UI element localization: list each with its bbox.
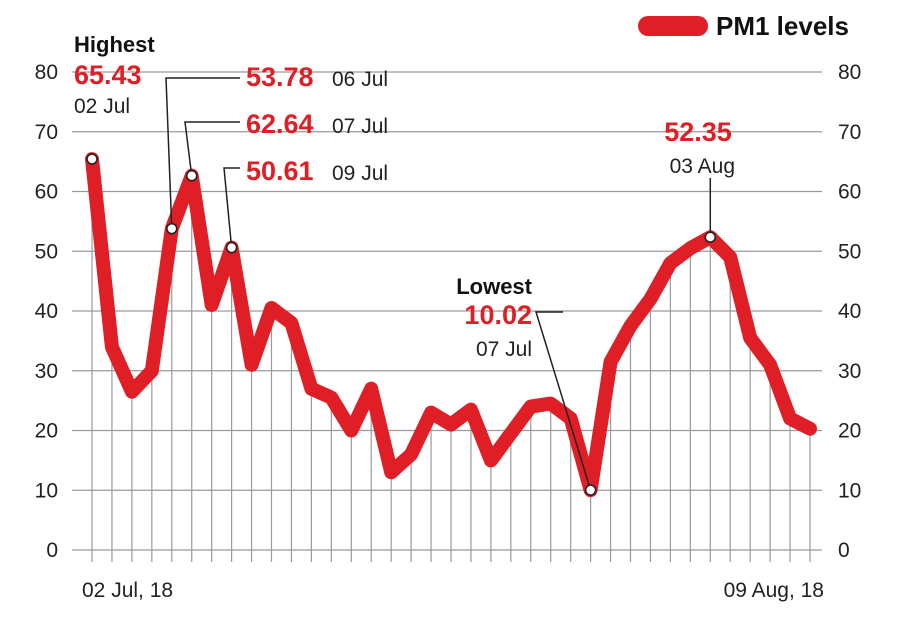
annotation-leader: [165, 77, 240, 229]
legend-label: PM1 levels: [716, 11, 849, 41]
annotation-value: 65.43: [74, 60, 142, 90]
annotation-marker: [86, 153, 98, 165]
y-tick-label-left: 50: [35, 240, 58, 263]
annotation-date: 03 Aug: [670, 155, 735, 178]
y-tick-label-left: 10: [35, 479, 58, 502]
y-tick-label-right: 70: [838, 121, 861, 144]
annotation-value: 50.61: [246, 156, 314, 186]
y-tick-label-right: 60: [838, 181, 861, 204]
x-tick-label-first: 02 Jul, 18: [82, 579, 173, 602]
y-tick-label-left: 20: [35, 420, 58, 443]
annotation-date: 06 Jul: [332, 68, 388, 91]
label-layer: Highest 65.43 02 Jul 53.78 06 Jul 62.64 07 Jul…: [74, 32, 735, 361]
y-tick-label-left: 0: [46, 539, 58, 562]
y-tick-label-right: 50: [838, 240, 861, 263]
annotation-marker: [225, 241, 238, 254]
marker-layer: [86, 153, 717, 496]
annotation-value: 10.02: [464, 300, 532, 330]
line-layer: [85, 152, 817, 498]
annotation-value: 53.78: [246, 62, 314, 92]
annotation-leader: [223, 167, 240, 248]
y-tick-label-left: 30: [35, 360, 58, 383]
y-tick-label-left: 60: [35, 181, 58, 204]
annotation-date: 07 Jul: [476, 338, 532, 361]
y-tick-label-left: 40: [35, 300, 58, 323]
leader-layer: [165, 77, 712, 491]
axis-layer: 0 0 10 10 20 20 30 30 40 40 50 50 60 60 70 70 80 80 02 Jul…: [35, 61, 862, 602]
x-tick-label-last: 09 Aug, 18: [724, 579, 824, 602]
y-tick-label-right: 0: [838, 539, 850, 562]
annotation-leader: [534, 311, 592, 491]
annotation-heading: Highest: [74, 32, 155, 57]
annotation-heading: Lowest: [456, 274, 532, 299]
y-tick-label-right: 30: [838, 360, 861, 383]
series-line-pm1: [85, 152, 817, 498]
annotation-marker: [185, 169, 198, 182]
y-tick-label-right: 20: [838, 420, 861, 443]
annotation-date: 09 Jul: [332, 162, 388, 185]
annotation-date: 07 Jul: [332, 115, 388, 138]
annotation-marker: [704, 231, 717, 244]
annotation-marker: [584, 484, 597, 496]
legend: PM1 levels: [638, 11, 849, 41]
annotation-value: 62.64: [246, 109, 314, 139]
y-tick-label-right: 80: [838, 61, 861, 84]
annotation-date: 02 Jul: [74, 95, 130, 118]
annotation-leader: [184, 121, 240, 176]
annotation-value: 52.35: [664, 117, 732, 147]
y-tick-label-left: 70: [35, 121, 58, 144]
y-tick-label-right: 10: [838, 479, 861, 502]
annotation-marker: [165, 222, 178, 235]
y-tick-label-left: 80: [35, 61, 58, 84]
y-tick-label-right: 40: [838, 300, 861, 323]
